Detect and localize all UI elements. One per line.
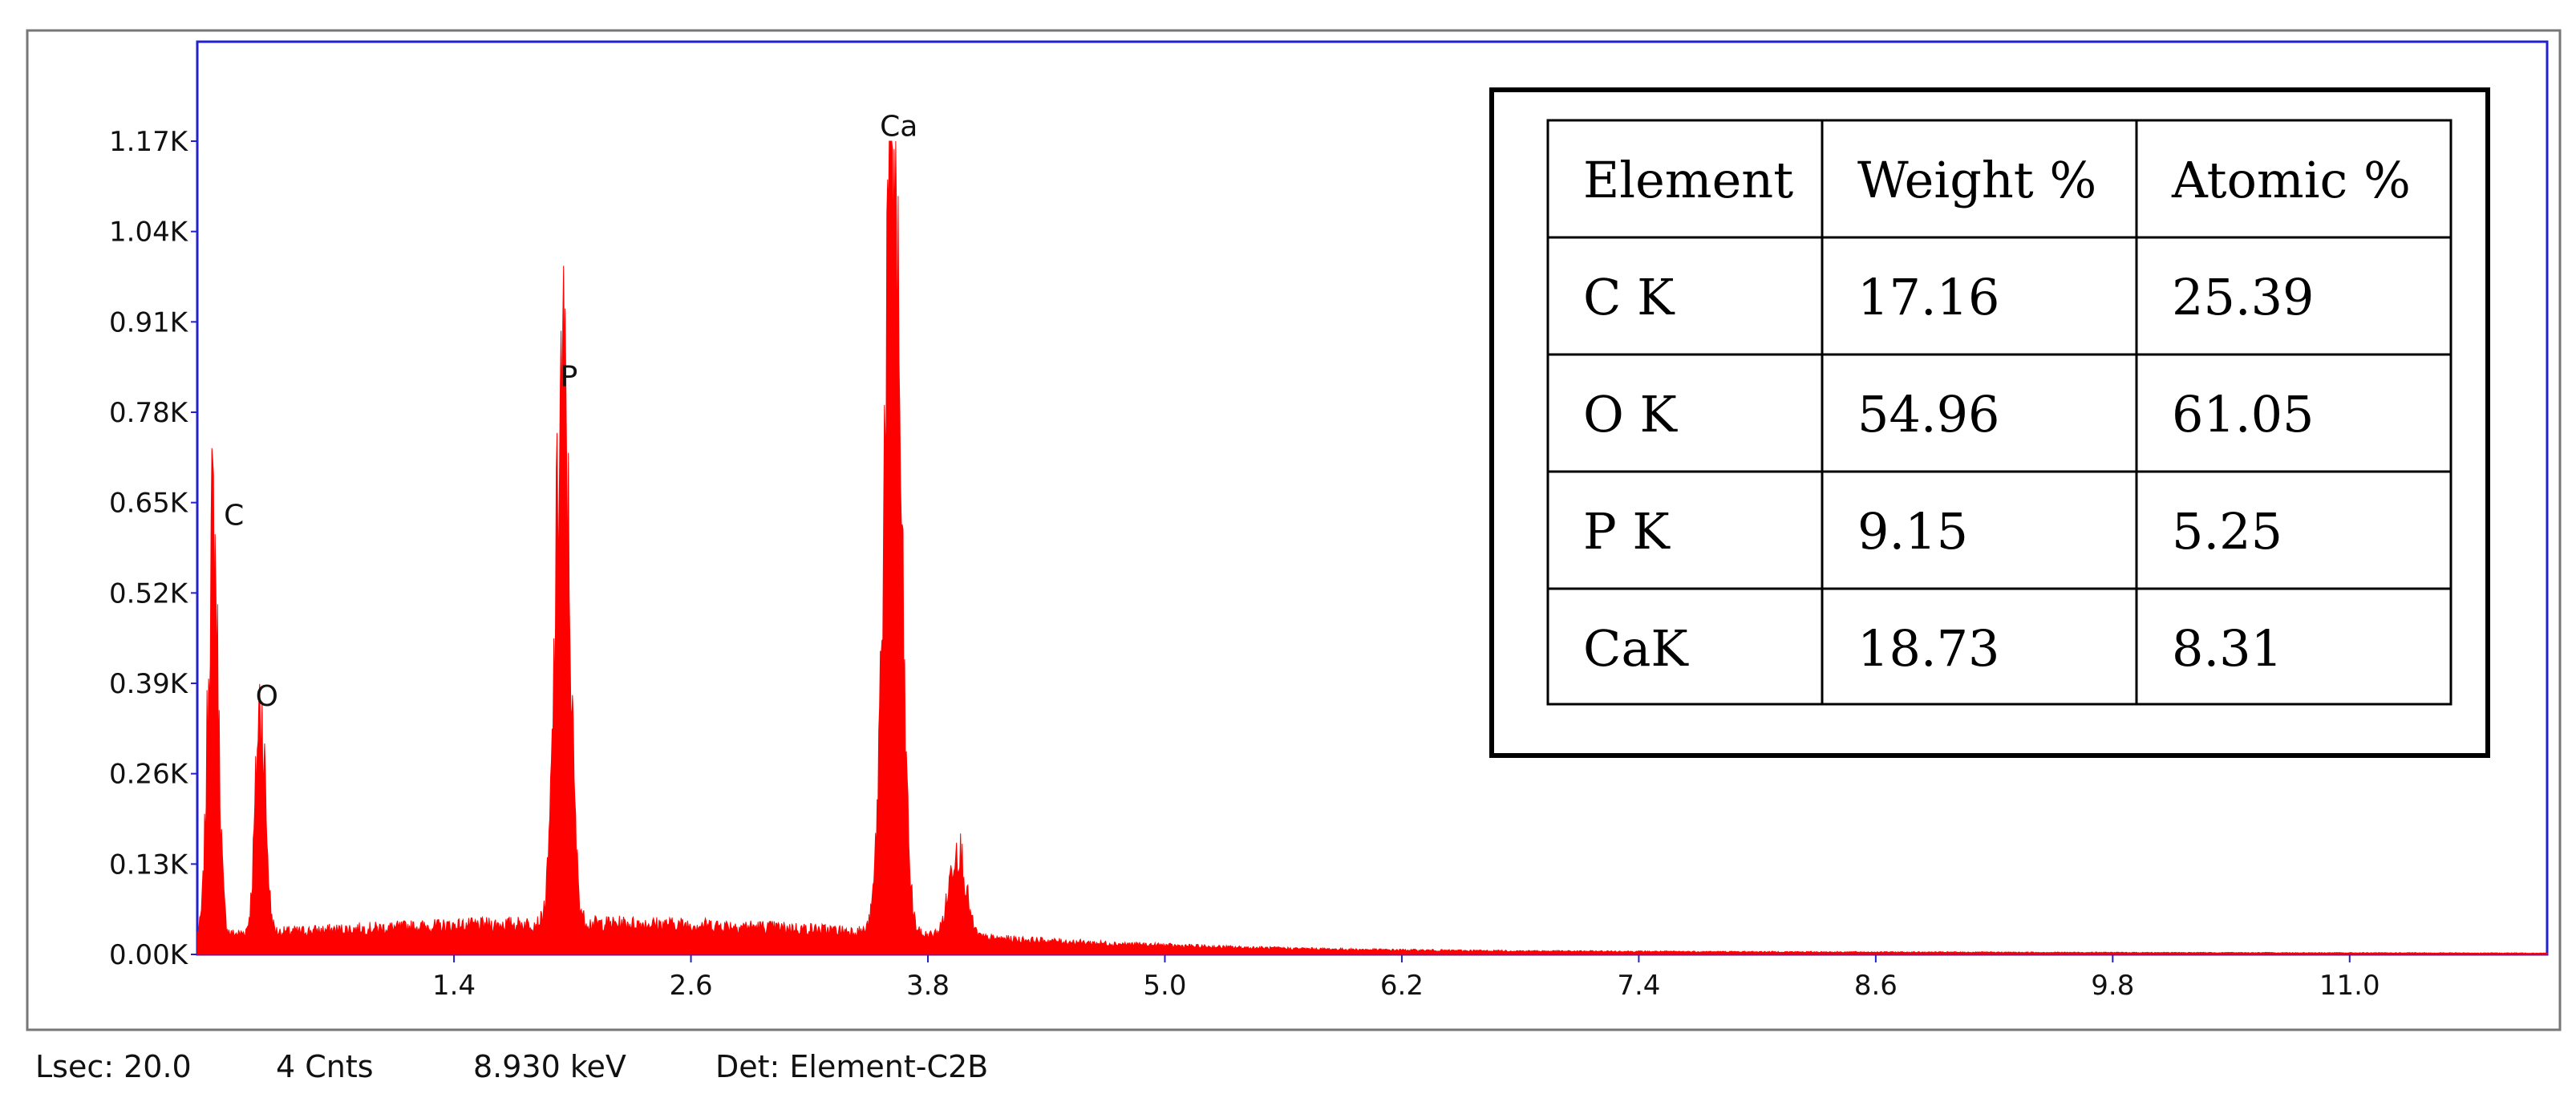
table-cell: C K [1583, 268, 1675, 326]
y-tick-label: 0.78K [109, 397, 189, 429]
x-tick-label: 9.8 [2091, 970, 2134, 1002]
y-tick-label: 0.91K [109, 306, 189, 338]
results-table: Element Weight % Atomic % C K 17.16 25.39 O K 5… [1489, 87, 2490, 758]
x-tick-label: 1.4 [432, 970, 476, 1002]
peak-label-c: C [224, 500, 244, 533]
peak-label-o: O [256, 680, 278, 713]
table-grid-border [1546, 119, 2452, 706]
energy-readout: 8.930 keV [473, 1049, 626, 1084]
x-tick-label: 2.6 [670, 970, 713, 1002]
peak-label-ca: Ca [880, 110, 917, 143]
peak-label-p: P [561, 360, 578, 393]
spectrum-area [196, 140, 2548, 955]
peak-labels: C O P Ca [224, 110, 917, 713]
y-tick-label: 1.17K [109, 126, 189, 158]
table-cell: 61.05 [2172, 385, 2315, 444]
y-tick-label: 1.04K [109, 217, 189, 249]
spectrum-series [196, 140, 2548, 955]
x-tick-label: 5.0 [1143, 970, 1186, 1002]
y-tick-label: 0.65K [109, 488, 189, 520]
table-cell: 18.73 [1857, 619, 2000, 678]
table-cell: O K [1583, 385, 1679, 444]
y-axis: 0.00K 0.13K 0.26K 0.39K 0.52K 0.65K 0.78K 0.91K… [109, 126, 197, 971]
detector-label: Det: Element-C2B [715, 1049, 989, 1084]
y-tick-label: 0.26K [109, 759, 189, 791]
x-tick-label: 11.0 [2319, 970, 2380, 1002]
table-cell: P K [1583, 502, 1671, 561]
x-tick-label: 3.8 [906, 970, 950, 1002]
x-tick-label: 6.2 [1380, 970, 1424, 1002]
x-axis: 1.4 2.6 3.8 5.0 6.2 7.4 8.6 9.8 11.0 [432, 954, 2380, 1002]
table-header-cell: Element [1583, 151, 1793, 209]
table-cell: 54.96 [1857, 385, 2000, 444]
live-seconds: Lsec: 20.0 [35, 1049, 192, 1084]
y-tick-label: 0.00K [109, 939, 189, 971]
table-header-cell: Atomic % [2171, 151, 2411, 209]
table-cell: 9.15 [1857, 502, 1968, 561]
count-readout: 4 Cnts [276, 1049, 374, 1084]
table-frame [1489, 87, 2490, 758]
table-cell: 5.25 [2172, 502, 2282, 561]
y-tick-label: 0.13K [109, 849, 189, 881]
table-cell: 25.39 [2172, 268, 2315, 326]
table-cell: CaK [1583, 619, 1689, 678]
spectrum-svg: 0.00K 0.13K 0.26K 0.39K 0.52K 0.65K 0.78K 0.91K… [26, 29, 2562, 1031]
x-tick-label: 8.6 [1854, 970, 1898, 1002]
y-tick-label: 0.52K [109, 577, 189, 610]
y-tick-label: 0.39K [109, 668, 189, 700]
table-cell: 17.16 [1857, 268, 2000, 326]
x-tick-label: 7.4 [1617, 970, 1660, 1002]
table-cell: 8.31 [2172, 619, 2282, 678]
table-header-cell: Weight % [1857, 151, 2096, 209]
